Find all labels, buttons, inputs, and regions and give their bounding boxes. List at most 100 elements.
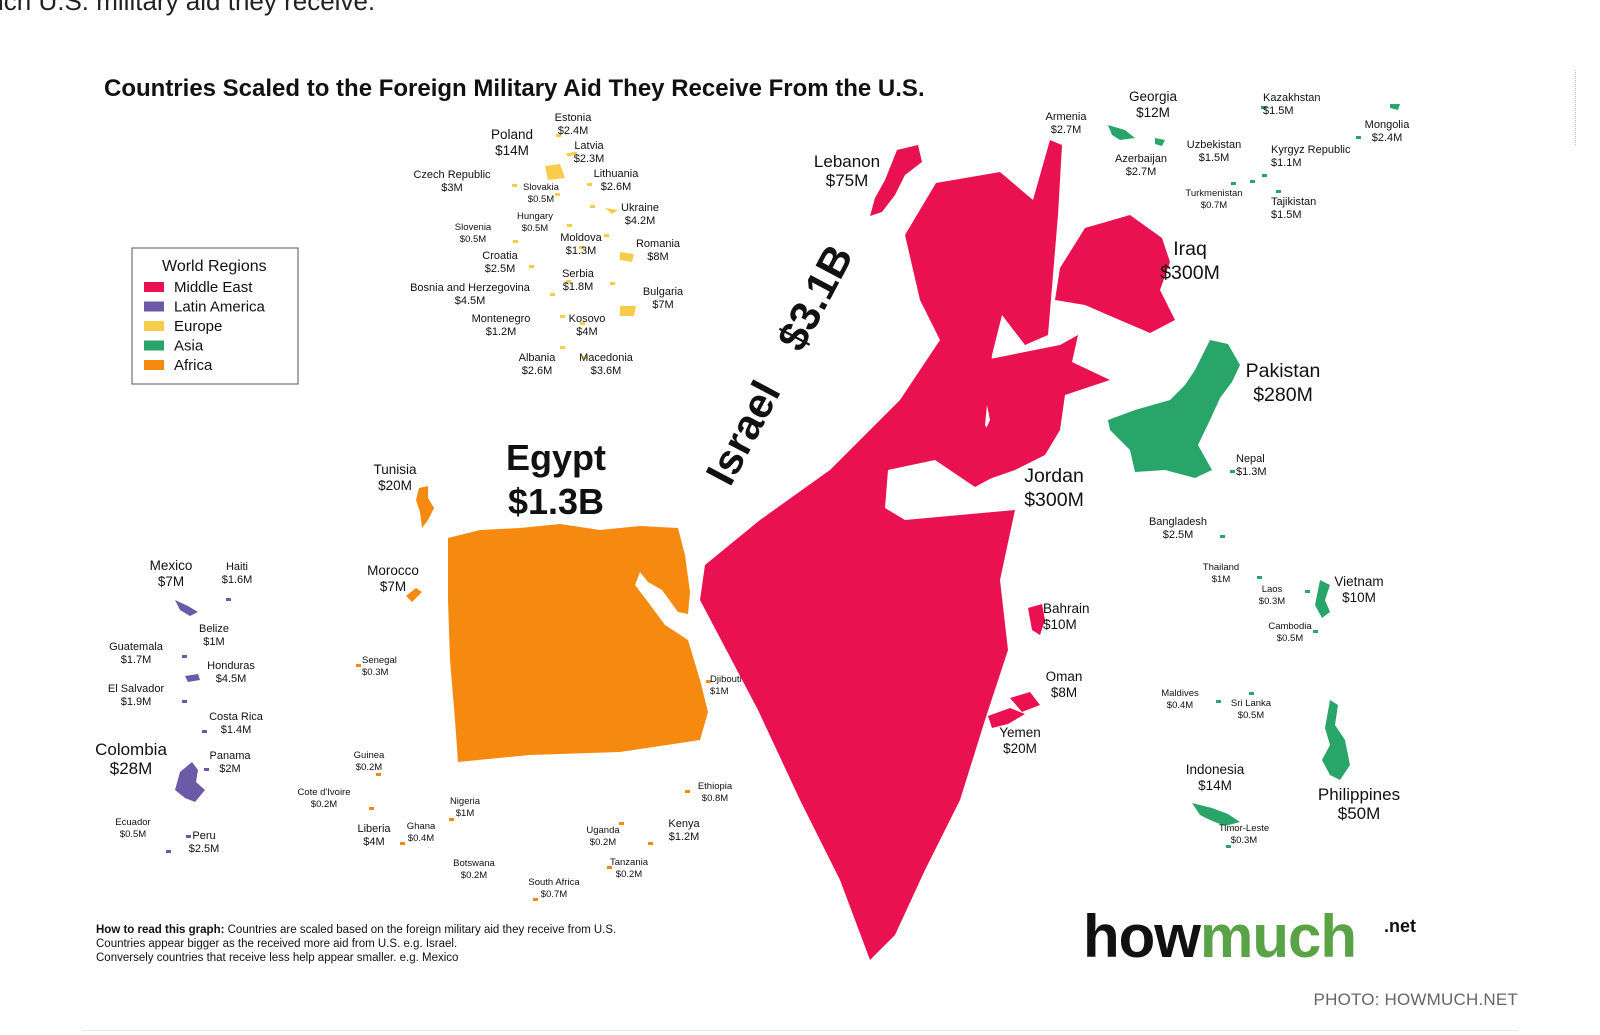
label-azerbaijan: Azerbaijan$2.7M bbox=[1115, 153, 1167, 178]
label-montenegro-name: Montenegro bbox=[472, 313, 531, 325]
label-turkmenistan-value: $0.7M bbox=[1201, 200, 1227, 211]
legend-swatch-4 bbox=[144, 360, 164, 370]
label-mexico-value: $7M bbox=[158, 574, 184, 589]
label-kyrgyz-name: Kyrgyz Republic bbox=[1271, 144, 1351, 156]
label-tanzania: Tanzania$0.2M bbox=[610, 857, 649, 880]
label-bahrain-value: $10M bbox=[1043, 617, 1077, 632]
small-country-marker bbox=[376, 773, 381, 776]
label-panama-value: $2M bbox=[219, 763, 240, 775]
label-haiti-name: Haiti bbox=[226, 561, 248, 573]
label-nigeria-name: Nigeria bbox=[450, 796, 481, 807]
label-estonia-value: $2.4M bbox=[558, 125, 589, 137]
label-georgia: Georgia$12M bbox=[1129, 89, 1178, 120]
label-kosovo-name: Kosovo bbox=[569, 313, 606, 325]
legend-swatch-0 bbox=[144, 282, 164, 292]
label-iraq-value: $300M bbox=[1160, 262, 1220, 284]
label-indonesia-value: $14M bbox=[1198, 778, 1232, 793]
label-ghana-value: $0.4M bbox=[408, 833, 434, 844]
label-ecuador: Ecuador$0.5M bbox=[115, 817, 150, 840]
label-costarica-value: $1.4M bbox=[221, 724, 252, 736]
israel-label: Israel $3.1B bbox=[696, 237, 861, 492]
label-honduras-name: Honduras bbox=[207, 660, 255, 672]
label-czech: Czech Republic$3M bbox=[413, 169, 491, 194]
label-laos-name: Laos bbox=[1262, 584, 1283, 595]
label-romania-name: Romania bbox=[636, 238, 681, 250]
label-bulgaria-value: $7M bbox=[652, 299, 673, 311]
label-lithuania-value: $2.6M bbox=[601, 181, 632, 193]
label-czech-name: Czech Republic bbox=[413, 169, 491, 181]
label-uzbekistan-name: Uzbekistan bbox=[1187, 139, 1241, 151]
label-slovakia-name: Slovakia bbox=[523, 182, 560, 193]
bottom-divider bbox=[82, 1030, 1518, 1031]
label-uganda-name: Uganda bbox=[586, 825, 620, 836]
label-colombia-name: Colombia bbox=[95, 740, 167, 759]
label-senegal: Senegal$0.3M bbox=[362, 655, 397, 678]
label-serbia-name: Serbia bbox=[562, 268, 595, 280]
label-kazakhstan-name: Kazakhstan bbox=[1263, 92, 1320, 104]
label-azerbaijan-value: $2.7M bbox=[1126, 166, 1157, 178]
label-indonesia-name: Indonesia bbox=[1186, 762, 1245, 777]
label-morocco: Morocco$7M bbox=[367, 563, 419, 594]
label-kosovo: Kosovo$4M bbox=[569, 313, 606, 338]
label-tajikistan-value: $1.5M bbox=[1271, 209, 1302, 221]
map-title: Countries Scaled to the Foreign Military… bbox=[104, 75, 925, 102]
label-georgia-value: $12M bbox=[1136, 105, 1170, 120]
label-tajikistan-name: Tajikistan bbox=[1271, 196, 1316, 208]
oman-shape bbox=[1010, 692, 1040, 712]
label-kyrgyz: Kyrgyz Republic$1.1M bbox=[1271, 144, 1351, 169]
label-poland: Poland$14M bbox=[491, 127, 533, 158]
label-uganda: Uganda$0.2M bbox=[586, 825, 620, 848]
label-morocco-value: $7M bbox=[380, 579, 406, 594]
small-country-marker bbox=[567, 224, 572, 227]
label-lebanon-name: Lebanon bbox=[814, 152, 880, 171]
label-lithuania: Lithuania$2.6M bbox=[594, 168, 640, 193]
how-to-read-line-2: Countries appear bigger as the received … bbox=[96, 938, 457, 950]
small-country-marker bbox=[1276, 190, 1281, 193]
label-guatemala-name: Guatemala bbox=[109, 641, 164, 653]
legend-swatch-3 bbox=[144, 340, 164, 351]
georgia-shape bbox=[1108, 125, 1135, 140]
label-serbia-value: $1.8M bbox=[563, 281, 594, 293]
label-tunisia: Tunisia$20M bbox=[373, 462, 417, 493]
label-serbia: Serbia$1.8M bbox=[562, 268, 595, 293]
article-caption-fragment: ich U.S. military aid they receive. bbox=[0, 0, 376, 16]
label-pakistan-value: $280M bbox=[1253, 384, 1313, 406]
label-iraq: Iraq$300M bbox=[1160, 238, 1220, 284]
label-kazakhstan: Kazakhstan$1.5M bbox=[1263, 92, 1320, 117]
label-hungary-value: $0.5M bbox=[522, 223, 548, 234]
label-macedonia-value: $3.6M bbox=[591, 365, 622, 377]
small-country-marker bbox=[555, 193, 560, 196]
small-country-marker bbox=[583, 356, 588, 359]
small-country-marker bbox=[604, 234, 609, 237]
small-country-marker bbox=[449, 818, 454, 821]
label-maldives-name: Maldives bbox=[1161, 688, 1199, 699]
small-country-marker bbox=[529, 265, 534, 268]
label-nigeria-value: $1M bbox=[456, 808, 475, 819]
label-elsalvador-value: $1.9M bbox=[121, 696, 152, 708]
small-country-marker bbox=[619, 822, 624, 825]
label-ecuador-value: $0.5M bbox=[120, 829, 146, 840]
label-poland-name: Poland bbox=[491, 127, 533, 142]
label-slovakia: Slovakia$0.5M bbox=[523, 182, 560, 205]
label-thailand-name: Thailand bbox=[1203, 562, 1239, 573]
label-kyrgyz-value: $1.1M bbox=[1271, 157, 1302, 169]
small-country-marker bbox=[580, 322, 585, 325]
label-bosnia-name: Bosnia and Herzegovina bbox=[410, 282, 531, 294]
label-oman-value: $8M bbox=[1051, 685, 1077, 700]
label-colombia: Colombia$28M bbox=[95, 740, 167, 778]
label-turkmenistan-name: Turkmenistan bbox=[1185, 188, 1242, 199]
small-country-marker bbox=[567, 153, 572, 156]
label-srilanka-name: Sri Lanka bbox=[1231, 698, 1272, 709]
photo-credit: PHOTO: HOWMUCH.NET bbox=[1313, 990, 1518, 1009]
label-colombia-value: $28M bbox=[110, 759, 153, 778]
how-to-read-bold: How to read this graph: bbox=[96, 924, 224, 936]
legend-label-0: Middle East bbox=[174, 279, 253, 296]
label-peru-value: $2.5M bbox=[189, 843, 220, 855]
label-ethiopia: Ethiopia$0.8M bbox=[698, 781, 733, 804]
label-djibouti-value: $1M bbox=[710, 686, 729, 697]
label-southafrica-value: $0.7M bbox=[541, 889, 567, 900]
label-bahrain: Bahrain$10M bbox=[1043, 601, 1090, 632]
legend-swatch-2 bbox=[144, 321, 164, 331]
small-country-marker bbox=[1262, 174, 1267, 177]
